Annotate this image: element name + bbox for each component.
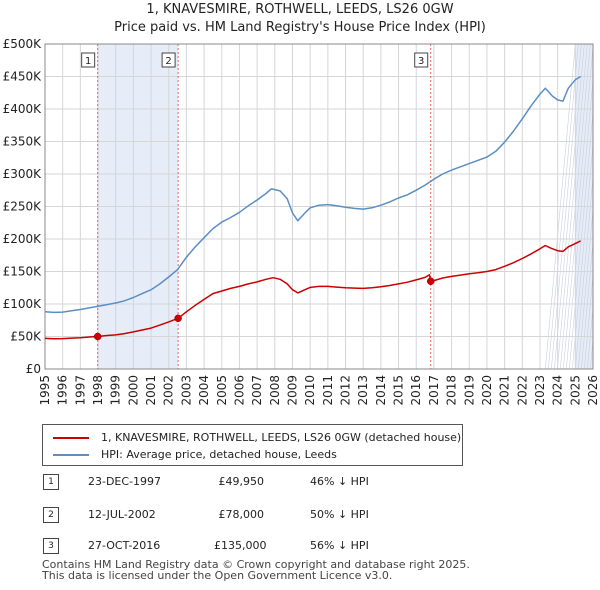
x-tick-label: 2017 xyxy=(427,375,441,406)
x-tick-label: 2019 xyxy=(462,375,476,406)
sale-marker-box xyxy=(161,52,176,68)
footer-copyright: Contains HM Land Registry data © Crown c… xyxy=(42,559,470,581)
x-tick-label: 1995 xyxy=(38,375,52,406)
x-tick-label: 2011 xyxy=(321,375,335,406)
x-tick-label: 1999 xyxy=(109,375,123,406)
y-tick-label: £200K xyxy=(3,232,43,246)
x-tick-label: 2026 xyxy=(586,375,600,406)
y-tick-label: £300K xyxy=(3,167,43,181)
sale-point xyxy=(93,332,102,341)
legend-label-property: 1, KNAVESMIRE, ROTHWELL, LEEDS, LS26 0GW… xyxy=(101,431,462,444)
chart-subtitle: Price paid vs. HM Land Registry's House … xyxy=(114,20,486,35)
sale-hpi-diff: 46% ↓ HPI xyxy=(310,475,369,488)
x-tick-label: 2004 xyxy=(197,375,211,406)
x-tick-label: 1998 xyxy=(91,375,105,406)
sale-date: 27-OCT-2016 xyxy=(88,539,161,552)
y-tick-label: £400K xyxy=(3,102,43,116)
y-tick-label: £450K xyxy=(3,70,43,84)
sale-marker-box xyxy=(81,52,96,68)
y-tick-label: £0 xyxy=(26,362,41,376)
x-tick-label: 1996 xyxy=(56,375,70,406)
sale-row: 3 27-OCT-2016 £135,000 56% ↓ HPI xyxy=(42,536,562,556)
x-tick-label: 2008 xyxy=(268,375,282,406)
sale-point xyxy=(426,277,435,285)
x-tick-label: 2022 xyxy=(515,375,529,406)
x-tick-label: 2025 xyxy=(568,375,582,406)
sale-marker-label: 1 xyxy=(85,56,91,67)
x-tick-label: 2018 xyxy=(445,375,459,406)
y-tick-label: £250K xyxy=(3,200,43,214)
y-tick-label: £350K xyxy=(3,135,43,149)
chart-legend: 1, KNAVESMIRE, ROTHWELL, LEEDS, LS26 0GW… xyxy=(42,424,463,466)
hatch-mask xyxy=(593,44,600,370)
legend-label-hpi: HPI: Average price, detached house, Leed… xyxy=(101,448,337,461)
x-tick-label: 2015 xyxy=(392,375,406,406)
x-tick-label: 2007 xyxy=(250,375,264,406)
x-tick-label: 2023 xyxy=(533,375,547,406)
x-tick-label: 2003 xyxy=(179,375,193,406)
sale-hpi-diff: 50% ↓ HPI xyxy=(310,508,369,521)
sale-marker-box xyxy=(414,52,429,68)
x-tick-label: 1997 xyxy=(73,375,87,406)
plot-border xyxy=(44,43,594,370)
y-tick-label: £500K xyxy=(3,37,43,51)
sale-row: 2 12-JUL-2002 £78,000 50% ↓ HPI xyxy=(42,505,562,525)
x-tick-label: 2020 xyxy=(480,375,494,406)
series-line xyxy=(44,240,581,340)
footer-line-1: Contains HM Land Registry data © Crown c… xyxy=(42,558,470,571)
x-tick-label: 2013 xyxy=(356,375,370,406)
sale-marker-badge: 1 xyxy=(43,474,59,490)
series-line xyxy=(44,75,581,314)
x-tick-label: 2016 xyxy=(409,375,423,406)
sale-price: £135,000 xyxy=(214,539,267,552)
sale-date: 12-JUL-2002 xyxy=(88,508,156,521)
legend-swatch-property xyxy=(53,437,89,439)
sale-date: 23-DEC-1997 xyxy=(88,475,162,488)
sale-marker-label: 2 xyxy=(165,56,171,67)
x-tick-label: 2000 xyxy=(126,375,140,406)
chart-title: 1, KNAVESMIRE, ROTHWELL, LEEDS, LS26 0GW xyxy=(146,2,454,17)
y-tick-label: £50K xyxy=(10,330,42,344)
x-tick-label: 2010 xyxy=(303,375,317,406)
sale-point xyxy=(174,314,182,323)
sale-row: 1 23-DEC-1997 £49,950 46% ↓ HPI xyxy=(42,472,562,492)
legend-item-hpi: HPI: Average price, detached house, Leed… xyxy=(53,448,337,461)
x-tick-label: 2014 xyxy=(374,375,388,406)
x-tick-label: 2002 xyxy=(162,375,176,406)
x-tick-label: 2006 xyxy=(232,375,246,406)
sale-price: £78,000 xyxy=(218,508,265,521)
legend-item-property: 1, KNAVESMIRE, ROTHWELL, LEEDS, LS26 0GW… xyxy=(53,431,461,444)
x-tick-label: 2021 xyxy=(498,375,512,406)
sale-hpi-diff: 56% ↓ HPI xyxy=(310,539,369,552)
y-tick-label: £150K xyxy=(3,265,43,279)
x-tick-label: 2012 xyxy=(339,375,353,406)
footer-line-2: This data is licensed under the Open Gov… xyxy=(42,569,393,582)
x-tick-label: 2001 xyxy=(144,375,158,406)
legend-swatch-hpi xyxy=(53,454,89,456)
sale-marker-label: 3 xyxy=(418,56,424,67)
sale-price: £49,950 xyxy=(218,475,265,488)
x-tick-label: 2005 xyxy=(215,375,229,406)
y-tick-label: £100K xyxy=(3,297,43,311)
hatch-line xyxy=(587,228,600,370)
x-tick-label: 2009 xyxy=(285,375,299,406)
sale-marker-badge: 2 xyxy=(43,507,59,523)
price-chart: £0 £50K £100K £150K £200K £250K £300K £350K £400… xyxy=(3,37,600,406)
sale-marker-badge: 3 xyxy=(43,538,59,554)
x-tick-label: 2024 xyxy=(551,375,565,406)
